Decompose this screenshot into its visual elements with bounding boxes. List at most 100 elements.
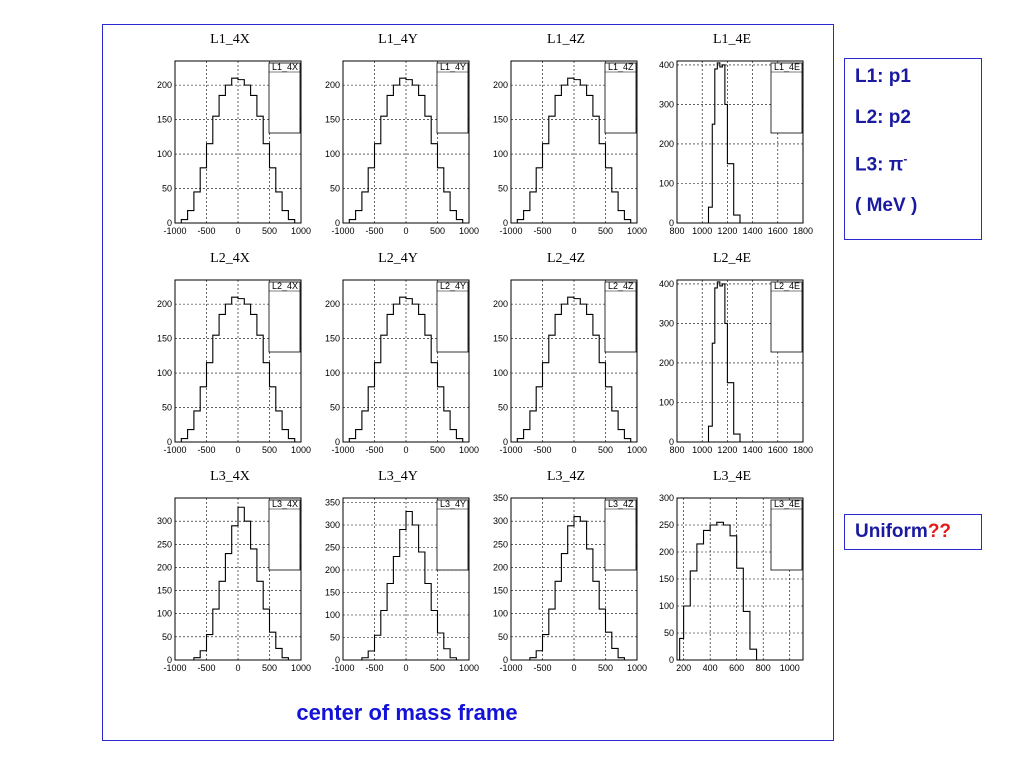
y-tick-label: 200 xyxy=(493,562,508,572)
panel-title: L2_4X xyxy=(210,251,250,266)
y-tick-label: 100 xyxy=(659,397,674,407)
stats-box xyxy=(604,62,637,134)
histogram-series xyxy=(511,296,637,443)
y-tick-label: 50 xyxy=(330,184,340,194)
panel-l1-4x: L1_4X -1000 -500 0 500 1000 0 50 100 150 200 L1_4X xyxy=(157,32,311,236)
y-tick-label: 150 xyxy=(157,586,172,596)
legend-line-l2: L2: p2 xyxy=(855,107,911,128)
panel-title: L1_4E xyxy=(713,32,751,47)
y-tick-label: 100 xyxy=(493,149,508,159)
y-tick-label: 0 xyxy=(335,437,340,447)
y-tick-label: 0 xyxy=(669,655,674,665)
y-tick-label: 250 xyxy=(493,539,508,549)
x-tick-label: 0 xyxy=(403,445,408,455)
x-tick-label: 500 xyxy=(430,663,445,673)
y-tick-label: 0 xyxy=(335,218,340,228)
x-tick-label: -500 xyxy=(365,226,383,236)
panel-l1-4z: L1_4Z -1000 -500 0 500 1000 0 50 100 150 200 L1_4Z xyxy=(493,32,647,236)
stats-box xyxy=(268,281,301,353)
stats-box xyxy=(770,62,803,134)
stats-box-title: L2_4X xyxy=(272,281,298,291)
panel-title: L3_4X xyxy=(210,469,250,484)
y-tick-label: 0 xyxy=(335,655,340,665)
x-tick-label: -1000 xyxy=(499,663,522,673)
x-tick-label: -500 xyxy=(197,663,215,673)
stats-box xyxy=(770,499,803,571)
x-tick-label: 1000 xyxy=(627,663,647,673)
histogram-series xyxy=(175,296,301,443)
x-tick-label: 1000 xyxy=(627,226,647,236)
legend-l3-text: L3: π xyxy=(855,154,904,176)
x-tick-label: -500 xyxy=(365,663,383,673)
x-tick-label: 1000 xyxy=(291,663,311,673)
y-tick-label: 50 xyxy=(664,628,674,638)
y-tick-label: 150 xyxy=(157,115,172,125)
x-tick-label: 500 xyxy=(262,445,277,455)
y-tick-label: 100 xyxy=(325,610,340,620)
y-tick-label: 50 xyxy=(330,633,340,643)
y-tick-label: 200 xyxy=(493,299,508,309)
x-tick-label: 600 xyxy=(729,663,744,673)
panel-title: L3_4Z xyxy=(547,469,585,484)
y-tick-label: 200 xyxy=(325,80,340,90)
stats-box xyxy=(268,62,301,134)
x-tick-label: 0 xyxy=(403,226,408,236)
y-tick-label: 0 xyxy=(503,218,508,228)
y-tick-label: 100 xyxy=(325,368,340,378)
stats-box-title: L2_4Z xyxy=(608,281,634,291)
y-tick-label: 100 xyxy=(493,368,508,378)
y-tick-label: 150 xyxy=(493,586,508,596)
x-tick-label: 800 xyxy=(756,663,771,673)
histogram-series xyxy=(511,515,637,661)
x-tick-label: -500 xyxy=(533,663,551,673)
x-tick-label: 1000 xyxy=(627,445,647,455)
x-tick-label: 1000 xyxy=(780,663,800,673)
stats-box xyxy=(770,281,803,353)
legend-line-l3: L3: π- xyxy=(855,149,971,175)
panel-title: L1_4X xyxy=(210,32,250,47)
y-tick-label: 250 xyxy=(325,543,340,553)
x-tick-label: 0 xyxy=(235,445,240,455)
x-tick-label: 1800 xyxy=(793,226,813,236)
x-tick-label: -1000 xyxy=(331,445,354,455)
y-tick-label: 50 xyxy=(498,184,508,194)
x-tick-label: 0 xyxy=(235,226,240,236)
histogram-series xyxy=(677,281,803,443)
panel-title: L1_4Z xyxy=(547,32,585,47)
x-tick-label: 0 xyxy=(571,226,576,236)
x-tick-label: 1800 xyxy=(793,445,813,455)
x-tick-label: -500 xyxy=(365,445,383,455)
x-tick-label: -1000 xyxy=(163,663,186,673)
stats-box xyxy=(604,281,637,353)
x-tick-label: 1000 xyxy=(692,226,712,236)
stats-box xyxy=(436,499,469,571)
x-tick-label: 500 xyxy=(262,663,277,673)
x-tick-label: 500 xyxy=(430,445,445,455)
y-tick-label: 100 xyxy=(659,601,674,611)
y-tick-label: 200 xyxy=(157,562,172,572)
y-tick-label: 150 xyxy=(157,334,172,344)
stats-box-title: L3_4E xyxy=(774,499,800,509)
y-tick-label: 200 xyxy=(325,565,340,575)
stats-box-title: L3_4X xyxy=(272,499,298,509)
y-tick-label: 150 xyxy=(493,334,508,344)
panel-l2-4y: L2_4Y -1000 -500 0 500 1000 0 50 100 150 200 L2_4Y xyxy=(325,251,479,455)
histogram-series xyxy=(677,62,803,224)
y-tick-label: 100 xyxy=(493,609,508,619)
panel-l3-4z: L3_4Z -1000 -500 0 500 1000 0 50 100 150 200 250 300… xyxy=(493,469,647,673)
y-tick-label: 200 xyxy=(157,299,172,309)
x-tick-label: -500 xyxy=(197,226,215,236)
y-tick-label: 300 xyxy=(325,520,340,530)
y-tick-label: 150 xyxy=(325,334,340,344)
x-tick-label: -500 xyxy=(533,226,551,236)
figure-caption: center of mass frame xyxy=(296,700,518,725)
y-tick-label: 100 xyxy=(325,149,340,159)
histogram-series xyxy=(343,296,469,443)
y-tick-label: 150 xyxy=(493,115,508,125)
x-tick-label: 1600 xyxy=(768,226,788,236)
histogram-series xyxy=(175,77,301,224)
x-tick-label: 1000 xyxy=(291,445,311,455)
y-tick-label: 100 xyxy=(157,368,172,378)
x-tick-label: 1000 xyxy=(291,226,311,236)
histogram-grid: L1_4X-1000 -500 0 500 1000050100150200L1_4XL… xyxy=(157,32,813,673)
